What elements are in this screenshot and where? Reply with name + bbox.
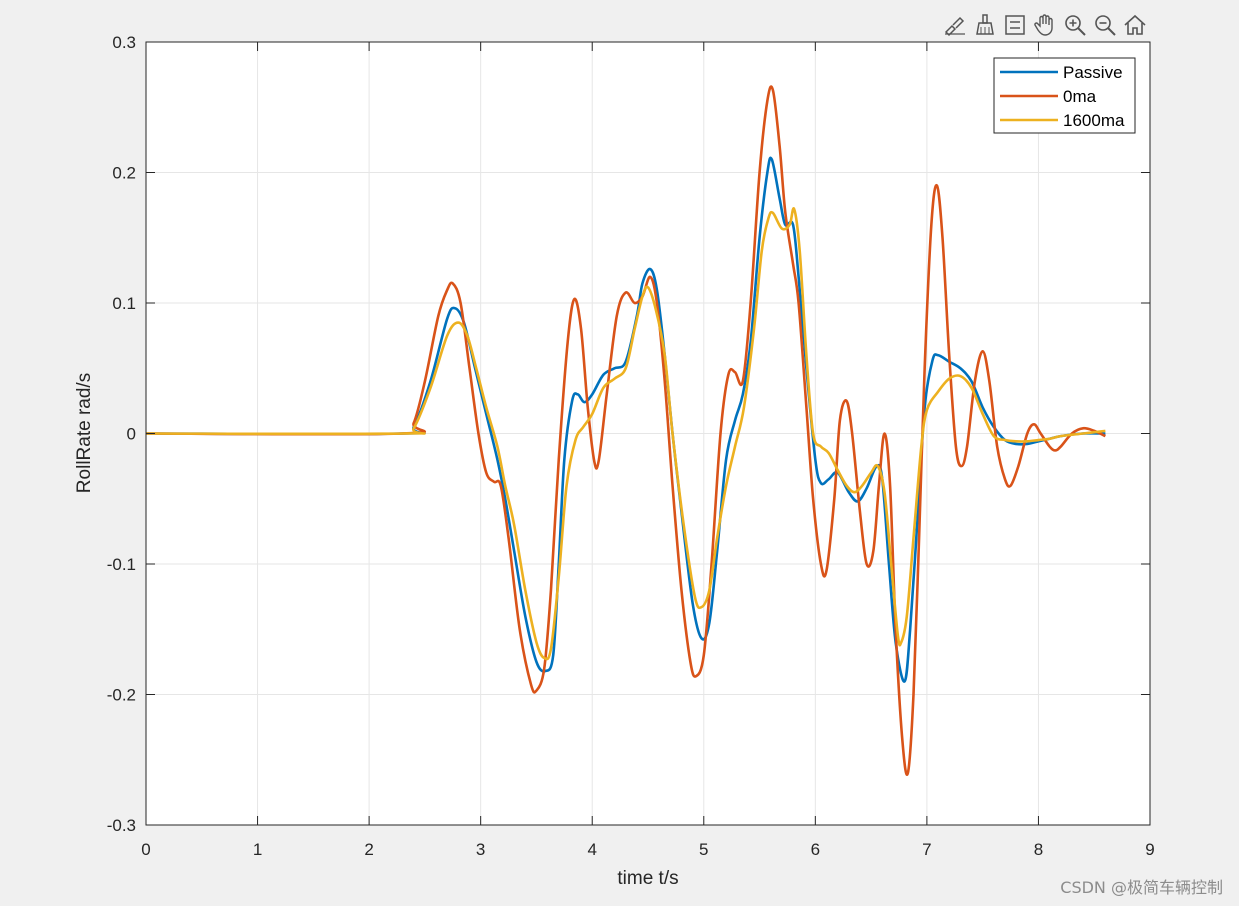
x-tick-label: 1 xyxy=(253,840,262,859)
data-brush-button[interactable] xyxy=(970,11,999,39)
zoom-in-icon xyxy=(1064,15,1086,36)
y-tick-label: -0.2 xyxy=(107,686,136,705)
legend[interactable]: Passive 0ma 1600ma xyxy=(993,57,1136,134)
axes-toolbar xyxy=(940,10,1149,40)
y-tick-label: -0.3 xyxy=(107,816,136,835)
y-tick-label: -0.1 xyxy=(107,555,136,574)
x-tick-label: 5 xyxy=(699,840,708,859)
y-tick-label: 0.3 xyxy=(112,33,136,52)
x-tick-label: 6 xyxy=(811,840,820,859)
y-tick-label: 0 xyxy=(127,425,136,444)
legend-toggle-icon xyxy=(1004,15,1025,35)
data-brush-icon xyxy=(975,14,994,35)
series-line-passive[interactable] xyxy=(145,156,1106,683)
x-axis-label: time t/s xyxy=(617,868,678,889)
series-line-0ma[interactable] xyxy=(145,85,1106,776)
x-tick-label: 2 xyxy=(364,840,373,859)
x-tick-label: 8 xyxy=(1034,840,1043,859)
legend-label-1600ma: 1600ma xyxy=(1063,111,1125,130)
legend-label-passive: Passive xyxy=(1063,63,1123,82)
brush-edit-button[interactable] xyxy=(940,11,969,39)
y-axis-label: RollRate rad/s xyxy=(74,373,95,493)
x-tick-label: 3 xyxy=(476,840,485,859)
x-tick-label: 0 xyxy=(141,840,150,859)
watermark-text: CSDN @极简车辆控制 xyxy=(1060,878,1223,897)
axis-ticks: 0 1 2 3 4 5 6 7 8 9 -0.3 -0.2 -0.1 0 0.1 0.2 0.3 xyxy=(107,33,1155,859)
zoom-out-button[interactable] xyxy=(1090,11,1119,39)
brush-edit-icon xyxy=(944,16,965,37)
y-tick-label: 0.1 xyxy=(112,294,136,313)
pan-button[interactable] xyxy=(1030,11,1059,39)
zoom-out-icon xyxy=(1094,15,1116,36)
plot-lines[interactable] xyxy=(145,85,1106,776)
pan-hand-icon xyxy=(1033,14,1053,36)
series-line-1600ma[interactable] xyxy=(145,207,1106,661)
home-restore-icon xyxy=(1123,14,1146,35)
legend-label-0ma: 0ma xyxy=(1063,87,1097,106)
x-tick-label: 7 xyxy=(922,840,931,859)
home-restore-button[interactable] xyxy=(1120,11,1149,39)
x-tick-label: 9 xyxy=(1145,840,1154,859)
y-tick-label: 0.2 xyxy=(112,164,136,183)
legend-toggle-button[interactable] xyxy=(1000,11,1029,39)
zoom-in-button[interactable] xyxy=(1060,11,1089,39)
x-tick-label: 4 xyxy=(587,840,596,859)
